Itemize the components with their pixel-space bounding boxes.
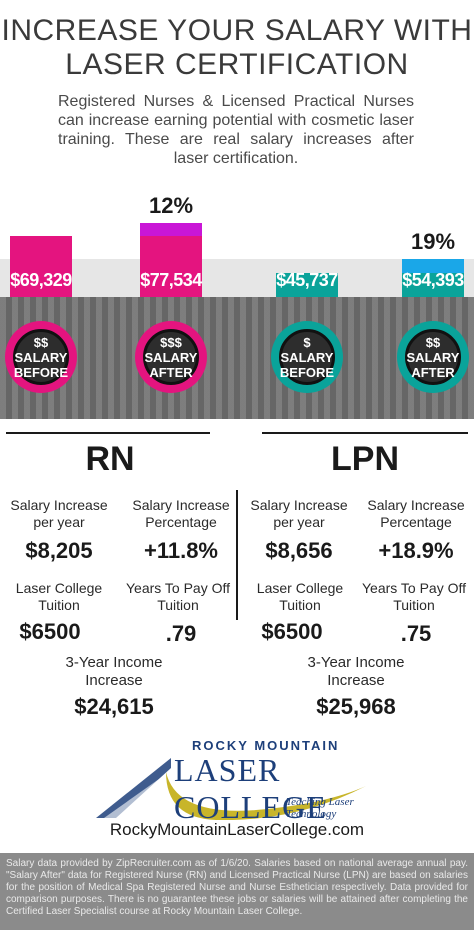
- rn-increase-pct-label: Salary Increase Percentage: [132, 497, 230, 530]
- bar-value-label-4: $54,393: [402, 269, 464, 290]
- lpn-three-year-label: 3-Year Income Increase: [307, 654, 405, 689]
- badge-line-1: SALARY: [280, 349, 334, 365]
- title-line-2: LASER CERTIFICATION: [65, 48, 409, 81]
- bar-2: $77,534: [140, 223, 202, 297]
- lpn-increase-pct-value: +18.9%: [378, 538, 454, 563]
- rn-increase-year-label: Salary Increase per year: [10, 497, 108, 530]
- bar-value-label-2: $77,534: [140, 270, 202, 290]
- salary-badge-1: $$ SALARY BEFORE: [5, 321, 77, 393]
- title-line-1: INCREASE YOUR SALARY WITH: [1, 14, 473, 47]
- chart-band-stripes: [0, 297, 474, 419]
- rn-increase-year-value: $8,205: [25, 538, 93, 563]
- bar-value-label-1: $69,329: [10, 270, 72, 290]
- logo-main-text: LASER COLLEGE: [174, 752, 327, 825]
- badge-line-2: AFTER: [411, 364, 455, 380]
- page-title: INCREASE YOUR SALARY WITH LASER CERTIFIC…: [0, 14, 474, 82]
- rn-three-year-label: 3-Year Income Increase: [65, 654, 163, 689]
- lpn-tuition-value: $6500: [261, 619, 323, 644]
- bar-4: $54,393: [402, 259, 464, 297]
- salary-badge-4: $$ SALARY AFTER: [397, 321, 469, 393]
- logo-top-text: ROCKY MOUNTAIN: [192, 738, 340, 753]
- lpn-three-year-value: $25,968: [316, 694, 396, 719]
- rn-increase-pct-value: +11.8%: [143, 538, 218, 563]
- lpn-increase-pct-label: Salary Increase Percentage: [367, 497, 465, 530]
- salary-badge-2: $$$ SALARY AFTER: [135, 321, 207, 393]
- logo-swoosh-icon: [96, 758, 366, 820]
- lpn-payoff-label: Years To Pay Off Tuition: [361, 580, 467, 613]
- college-logo: ROCKY MOUNTAIN LASER COLLEGE Teaching La…: [96, 738, 386, 825]
- lpn-increase-year-label: Salary Increase per year: [250, 497, 348, 530]
- badge-line-2: AFTER: [149, 364, 193, 380]
- intro-text: Registered Nurses & Licensed Practical N…: [58, 93, 414, 167]
- chart-band-background: [0, 259, 474, 297]
- lpn-rule: [262, 432, 468, 434]
- rn-payoff-value: .79: [165, 621, 197, 646]
- bar-increase-4: [402, 259, 464, 273]
- bar-increase-label-2: 12%: [148, 193, 194, 219]
- rn-tuition-label: Laser College Tuition: [15, 580, 103, 613]
- salary-badge-3: $ SALARY BEFORE: [271, 321, 343, 393]
- badge-line-2: BEFORE: [279, 364, 335, 380]
- bar-value-label-3: $45,737: [276, 269, 338, 290]
- badge-symbol: $$$: [160, 334, 182, 350]
- lpn-increase-year-value: $8,656: [265, 538, 333, 563]
- bar-increase-label-4: 19%: [410, 229, 456, 255]
- rn-payoff-label: Years To Pay Off Tuition: [125, 580, 231, 613]
- lpn-heading: LPN: [331, 440, 399, 478]
- rn-heading: RN: [85, 440, 135, 478]
- badge-line-1: SALARY: [14, 349, 68, 365]
- badge-line-2: BEFORE: [13, 364, 69, 380]
- bar-1: $69,329: [10, 236, 72, 297]
- website-link[interactable]: RockyMountainLaserCollege.com: [109, 820, 365, 839]
- column-divider: [236, 490, 238, 620]
- bar-3: $45,737: [276, 269, 338, 297]
- badge-line-1: SALARY: [144, 349, 198, 365]
- bar-increase-2: [140, 223, 202, 237]
- lpn-payoff-value: .75: [400, 621, 432, 646]
- badge-line-1: SALARY: [406, 349, 460, 365]
- rn-tuition-value: $6500: [19, 619, 81, 644]
- lpn-tuition-label: Laser College Tuition: [256, 580, 344, 613]
- footer-disclaimer: Salary data provided by ZipRecruiter.com…: [0, 853, 474, 930]
- badge-symbol: $: [303, 334, 311, 350]
- badge-symbol: $$: [425, 334, 441, 350]
- logo-tagline: Teaching Laser Technology: [286, 796, 354, 820]
- rn-three-year-value: $24,615: [74, 694, 154, 719]
- badge-symbol: $$: [33, 334, 49, 350]
- salary-chart: $69,329 12% $77,534 $45,737 19% $54,393 $$ SAL…: [0, 193, 474, 449]
- rn-rule: [6, 432, 210, 434]
